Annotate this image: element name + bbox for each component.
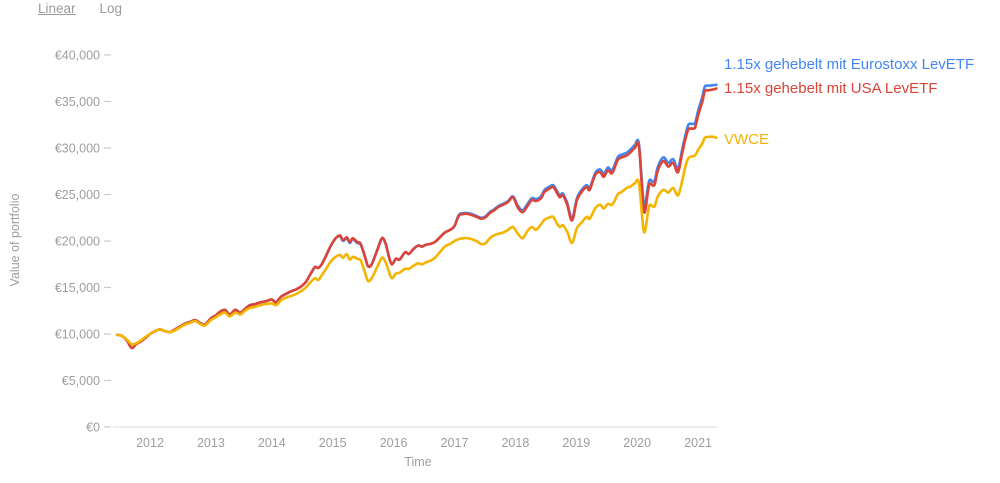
x-tick-label: 2018 — [501, 436, 529, 450]
y-tick-label: €20,000 — [55, 235, 100, 249]
x-axis-title: Time — [404, 455, 432, 469]
legend-label-vwce: VWCE — [724, 131, 769, 148]
series-line-usa-levetf — [115, 87, 718, 350]
y-tick-label: €40,000 — [55, 49, 100, 63]
legend-label-usa-levetf: 1.15x gehebelt mit USA LevETF — [724, 80, 938, 97]
x-tick-label: 2014 — [258, 436, 286, 450]
x-tick-label: 2015 — [319, 436, 347, 450]
x-tick-label: 2012 — [136, 436, 164, 450]
scale-toggle: Linear Log — [38, 1, 122, 16]
series-line-vwce — [115, 135, 718, 346]
x-tick-label: 2017 — [441, 436, 469, 450]
legend-label-eurostoxx-levetf: 1.15x gehebelt mit Eurostoxx LevETF — [724, 56, 975, 73]
y-axis-title: Value of portfolio — [8, 193, 22, 287]
y-tick-label: €0 — [86, 421, 100, 435]
y-tick-label: €35,000 — [55, 95, 100, 109]
y-tick-label: €10,000 — [55, 328, 100, 342]
y-tick-label: €5,000 — [62, 374, 100, 388]
series-line-eurostoxx-levetf — [115, 83, 718, 350]
x-tick-label: 2013 — [197, 436, 225, 450]
y-tick-label: €15,000 — [55, 281, 100, 295]
linear-scale-toggle[interactable]: Linear — [38, 1, 76, 16]
y-tick-label: €30,000 — [55, 142, 100, 156]
y-tick-label: €25,000 — [55, 188, 100, 202]
x-tick-label: 2016 — [380, 436, 408, 450]
x-tick-label: 2020 — [623, 436, 651, 450]
x-tick-label: 2021 — [684, 436, 712, 450]
x-tick-label: 2019 — [562, 436, 590, 450]
log-scale-toggle[interactable]: Log — [99, 1, 123, 16]
